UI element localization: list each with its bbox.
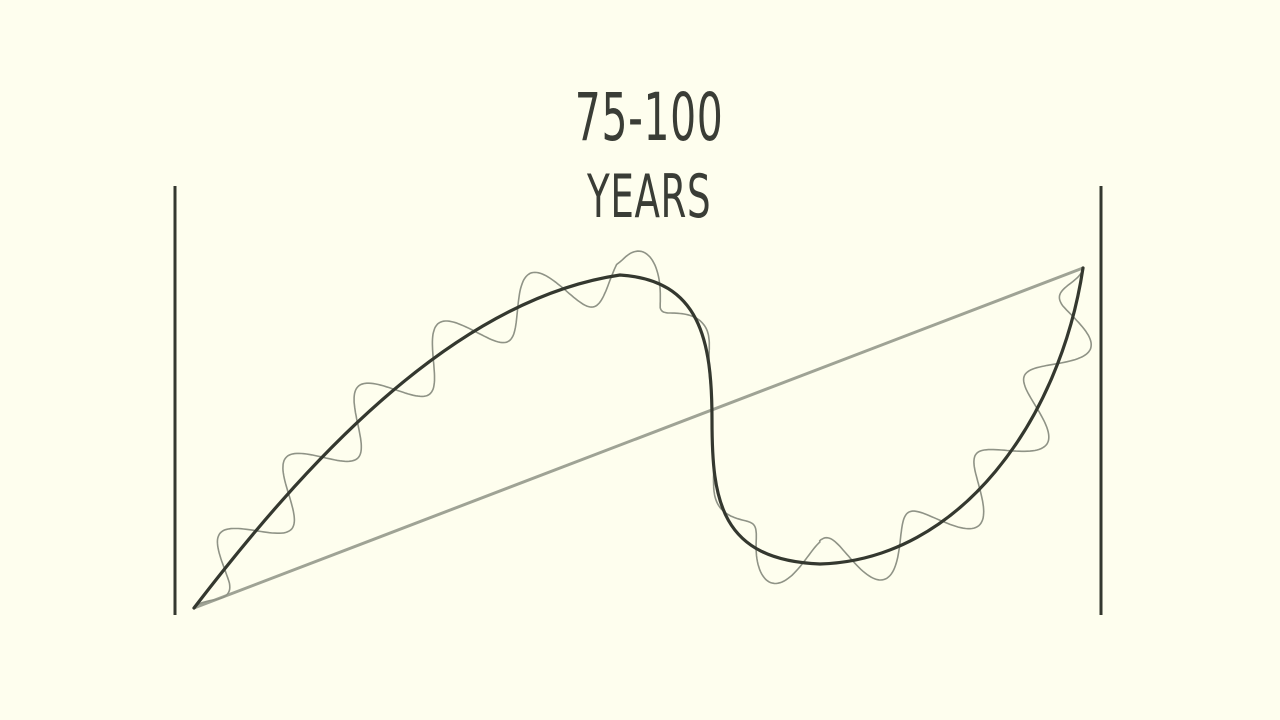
long-cycle-curve	[192, 266, 1085, 610]
trend-line	[193, 266, 1084, 610]
short-cycle-wave	[193, 250, 1093, 609]
period-label-unit: YEARS	[586, 162, 712, 232]
period-label-number: 75-100	[574, 79, 724, 156]
